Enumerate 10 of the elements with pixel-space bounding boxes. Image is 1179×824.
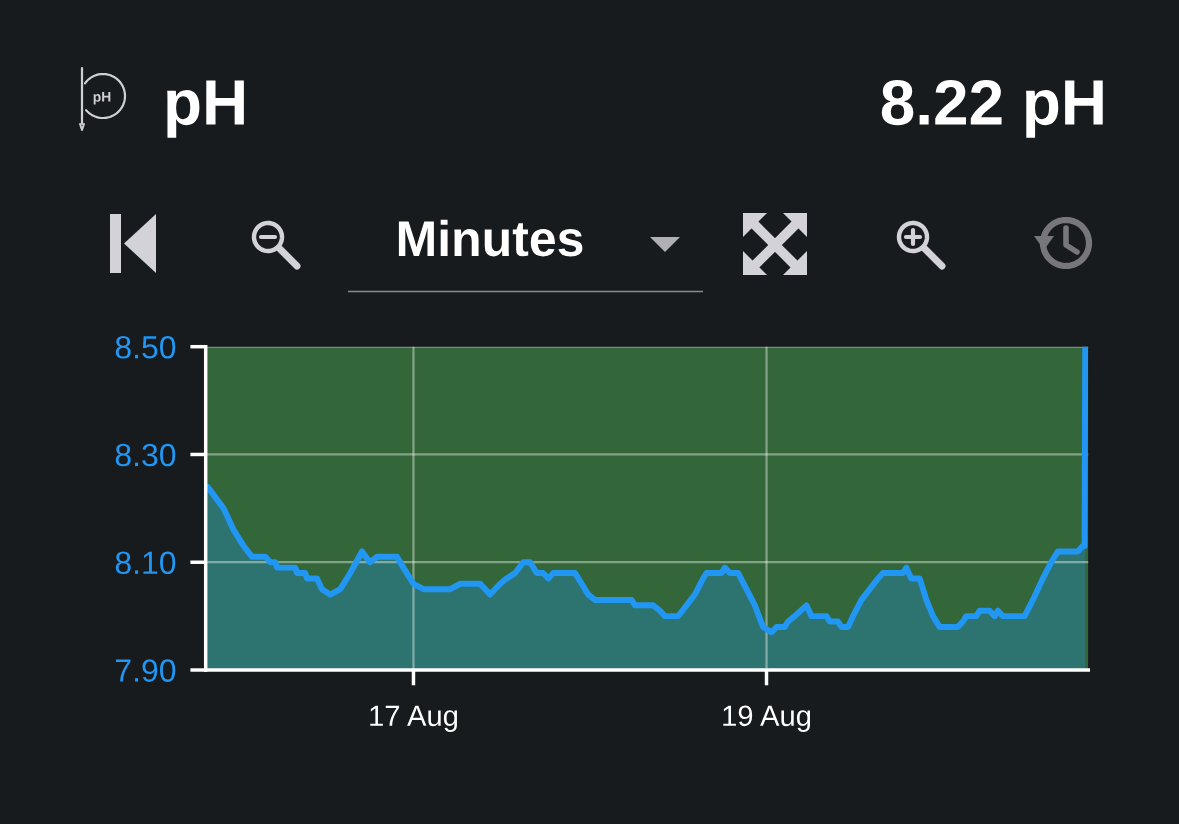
text: Minutes: [398, 219, 583, 257]
chart-title: pH: [167, 80, 244, 138]
text: pH: [93, 92, 111, 105]
text: 8.22 pH: [881, 79, 1103, 138]
y-tick-label: 8.10: [115, 551, 176, 575]
y-tick-label: 8.30: [115, 443, 176, 467]
x-tick-label: 17 Aug: [370, 705, 458, 732]
y-tick-label: 7.90: [116, 659, 176, 682]
y-tick-label: 8.50: [115, 335, 176, 359]
x-tick-label: 19 Aug: [723, 705, 811, 732]
